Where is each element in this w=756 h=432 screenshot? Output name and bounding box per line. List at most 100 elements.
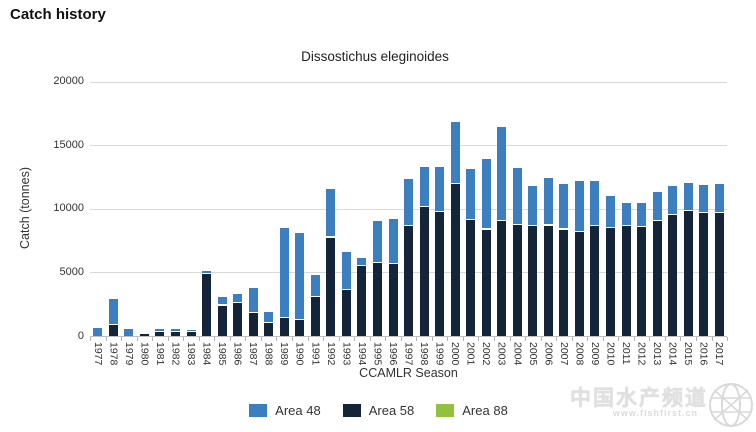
x-axis-tick (214, 337, 216, 341)
x-tick-label-2000: 2000 (449, 342, 462, 366)
x-tick-label-2003: 2003 (495, 342, 508, 366)
bar-segment-area58-1982 (171, 332, 180, 336)
x-axis-tick (369, 337, 371, 341)
bar-segment-area58-1980 (139, 333, 149, 336)
x-tick-label-2015: 2015 (682, 342, 695, 366)
x-axis-tick (556, 337, 558, 341)
bar-segment-area48-2006 (543, 178, 553, 226)
gridline (90, 81, 727, 83)
x-axis-tick (633, 337, 635, 341)
x-tick-label-1992: 1992 (324, 342, 337, 366)
legend-item-area-88[interactable]: Area 88 (436, 403, 508, 418)
x-axis-tick (649, 337, 651, 341)
bar-segment-area48-1996 (388, 218, 398, 265)
y-tick-label: 5000 (59, 265, 84, 278)
x-axis-tick (90, 337, 91, 341)
bar-segment-area58-1984 (202, 274, 211, 336)
x-tick-label-1981: 1981 (153, 342, 166, 366)
x-axis-tick (276, 337, 278, 341)
bar-segment-area48-2008 (574, 181, 584, 232)
bar-segment-area58-2009 (590, 226, 600, 336)
bar-segment-area48-1988 (264, 311, 274, 323)
x-tick-label-1988: 1988 (262, 342, 275, 366)
x-tick-label-1997: 1997 (402, 342, 415, 366)
bar-segment-area48-1979 (124, 329, 134, 336)
x-tick-label-2007: 2007 (557, 342, 570, 366)
x-axis-tick (509, 337, 511, 341)
bar-segment-area48-1989 (279, 227, 289, 319)
bar-segment-area58-1985 (217, 305, 227, 336)
bar-segment-area48-2005 (528, 186, 538, 227)
bar-segment-area58-1992 (326, 237, 336, 336)
bar-segment-area58-1995 (372, 263, 382, 336)
bar-segment-area48-1991 (310, 275, 320, 297)
x-tick-label-2006: 2006 (542, 342, 555, 366)
x-tick-label-1989: 1989 (278, 342, 291, 366)
globe-icon (709, 383, 753, 427)
bar-segment-area48-2012 (637, 203, 646, 228)
bar-segment-area48-1987 (248, 287, 258, 313)
x-axis-tick (447, 337, 449, 341)
bar-segment-area58-1998 (419, 207, 429, 336)
x-axis-tick (167, 337, 169, 341)
bar-segment-area48-1982 (171, 329, 180, 333)
bar-segment-area48-1992 (326, 188, 336, 238)
x-axis-tick (385, 337, 387, 341)
bar-segment-area58-1988 (264, 322, 274, 336)
x-tick-label-2014: 2014 (666, 342, 679, 366)
bar-segment-area58-1999 (435, 212, 445, 336)
x-axis-tick (727, 337, 728, 341)
bar-segment-area58-1981 (155, 331, 165, 336)
x-tick-label-1977: 1977 (91, 342, 104, 366)
bar-segment-area48-1997 (404, 179, 413, 227)
x-axis-tick (183, 337, 185, 341)
x-tick-label-2017: 2017 (713, 342, 726, 366)
x-axis-tick (525, 337, 526, 341)
x-tick-label-1994: 1994 (355, 342, 368, 366)
legend-label: Area 48 (275, 403, 321, 418)
legend-label: Area 88 (462, 403, 508, 418)
bar-segment-area58-2010 (606, 227, 615, 336)
x-tick-label-2012: 2012 (635, 342, 648, 366)
legend-item-area-58[interactable]: Area 58 (342, 403, 414, 418)
bar-segment-area48-2009 (590, 181, 600, 227)
bar-segment-area48-2015 (683, 183, 693, 212)
x-tick-label-1978: 1978 (107, 342, 120, 366)
bar-segment-area58-1990 (295, 320, 305, 336)
bar-segment-area48-2011 (621, 203, 631, 227)
legend-item-area-48[interactable]: Area 48 (249, 403, 321, 418)
x-tick-label-1996: 1996 (387, 342, 399, 366)
bar-segment-area58-2004 (512, 224, 522, 336)
page-title: Catch history (10, 6, 106, 23)
x-tick-label-1979: 1979 (122, 342, 135, 366)
x-tick-label-2011: 2011 (620, 342, 632, 365)
bar-segment-area48-1990 (295, 232, 305, 320)
x-tick-label-2013: 2013 (651, 342, 664, 366)
bar-segment-area58-2000 (450, 184, 460, 336)
bar-segment-area48-2003 (497, 126, 507, 222)
x-axis-tick (494, 337, 495, 341)
legend-swatch (249, 404, 268, 417)
bar-segment-area58-1991 (310, 296, 320, 336)
bar-segment-area58-2007 (559, 229, 569, 336)
bar-segment-area48-1994 (357, 257, 367, 267)
x-axis-tick (618, 337, 620, 341)
x-tick-label-1990: 1990 (293, 342, 306, 366)
y-tick-label: 10000 (53, 202, 84, 215)
x-tick-label-1984: 1984 (200, 342, 213, 366)
x-tick-label-2004: 2004 (511, 342, 524, 366)
bar-segment-area48-2000 (450, 122, 460, 185)
x-axis-tick (478, 337, 480, 341)
bar-segment-area58-2002 (481, 229, 491, 336)
bar-segment-area48-1999 (435, 166, 445, 213)
x-axis-tick (260, 337, 262, 341)
bar-segment-area58-1989 (279, 318, 289, 336)
x-axis-tick (292, 337, 293, 341)
x-axis-tick (695, 337, 697, 341)
x-axis-tick (540, 337, 542, 341)
bar-segment-area58-2017 (714, 212, 724, 336)
bar-segment-area58-2013 (652, 220, 662, 336)
bar-segment-area48-1995 (372, 221, 382, 263)
x-axis-tick (664, 337, 666, 341)
x-axis-tick (602, 337, 604, 341)
